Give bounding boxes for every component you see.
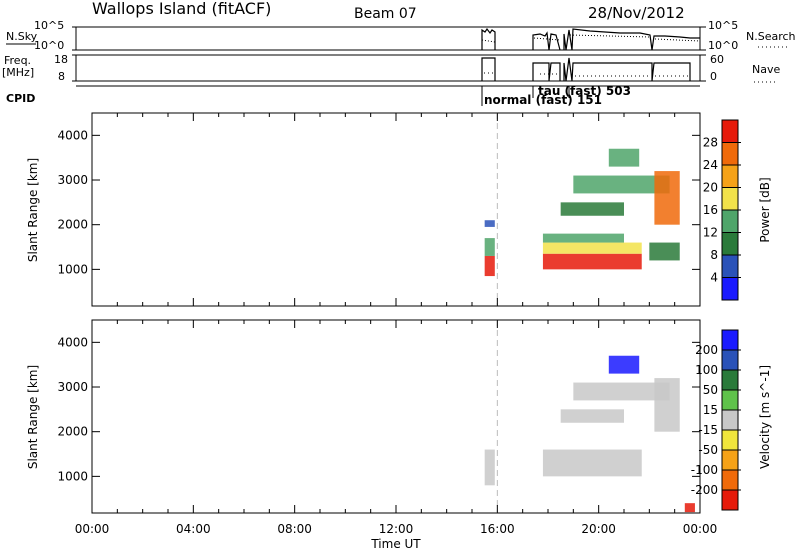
scatter-region-6 <box>561 202 624 215</box>
power-colorbar-tick-label: 28 <box>703 136 718 150</box>
date-label: 28/Nov/2012 <box>588 4 685 22</box>
power-colorbar-swatch <box>722 165 738 188</box>
y-tick-label: 2000 <box>57 425 88 439</box>
velocity-y-axis-label: Slant Range [km] <box>26 365 40 469</box>
freq-unit-label: [MHz] <box>2 66 34 79</box>
power-colorbar-tick-label: 20 <box>703 181 718 195</box>
scatter-region-2 <box>485 220 495 227</box>
velocity-colorbar-label: Velocity [m s^-1] <box>758 365 772 469</box>
y-tick-label: 1000 <box>57 262 88 276</box>
scatter-region-6 <box>685 503 695 512</box>
x-tick-label: 20:00 <box>581 522 616 536</box>
power-colorbar-swatch <box>722 255 738 278</box>
freq-panel: Freq. [MHz] 18 8 60 0 Nave <box>2 53 780 83</box>
nsky-tick-bottom: 10^0 <box>34 39 64 52</box>
freq-trace <box>482 58 690 81</box>
cpid-panel: CPID normal (fast) 151 tau (fast) 503 <box>6 84 700 107</box>
nsearch-tick-top: 10^5 <box>708 19 738 32</box>
velocity-colorbar-swatch <box>722 410 738 430</box>
velocity-colorbar-tick-label: 15 <box>703 403 718 417</box>
x-tick-label: 00:00 <box>683 522 718 536</box>
cpid-label: CPID <box>6 92 35 105</box>
velocity-colorbar-tick-label: 50 <box>703 383 718 397</box>
scatter-region-0 <box>485 450 495 486</box>
power-colorbar-swatch <box>722 233 738 256</box>
power-colorbar-swatch <box>722 210 738 233</box>
x-tick-label: 04:00 <box>176 522 211 536</box>
x-tick-label: 00:00 <box>75 522 110 536</box>
velocity-colorbar-swatch <box>722 490 738 510</box>
x-tick-label: 08:00 <box>277 522 312 536</box>
cpid-tau-fast: tau (fast) 503 <box>538 84 631 98</box>
power-colorbar-tick-label: 8 <box>710 248 718 262</box>
scatter-region-0 <box>485 256 495 276</box>
y-tick-label: 3000 <box>57 380 88 394</box>
scatter-region-2 <box>561 409 624 422</box>
velocity-colorbar: 200 100 50 15 -15 -50 -100 -200 Velocity [m s^-… <box>691 330 772 510</box>
station-title: Wallops Island (fitACF) <box>92 0 271 18</box>
velocity-colorbar-tick-label: 200 <box>695 343 718 357</box>
velocity-x-axis: 00:00 04:00 08:00 12:00 16:00 20:00 00:00 <box>75 320 718 536</box>
velocity-colorbar-tick-label: -50 <box>698 443 718 457</box>
scatter-region-4 <box>543 243 642 254</box>
velocity-colorbar-swatch <box>722 450 738 470</box>
scatter-region-8 <box>609 149 639 167</box>
power-colorbar-swatch <box>722 120 738 143</box>
beam-label: Beam 07 <box>354 6 417 22</box>
nsky-label: N.Sky <box>6 30 38 43</box>
freq-tick-top: 18 <box>54 53 68 66</box>
freq-tick-bottom: 8 <box>58 70 65 83</box>
scatter-region-1 <box>543 450 642 477</box>
velocity-colorbar-swatch <box>722 370 738 390</box>
power-colorbar-swatch <box>722 278 738 301</box>
nave-tick-bottom: 0 <box>710 70 717 83</box>
velocity-colorbar-tick-label: -100 <box>691 463 718 477</box>
velocity-colorbar-tick-label: -15 <box>698 423 718 437</box>
y-tick-label: 4000 <box>57 128 88 142</box>
scatter-region-9 <box>654 171 679 225</box>
scatter-region-5 <box>609 356 639 374</box>
scatter-region-1 <box>485 238 495 256</box>
time-axis-label: Time UT <box>370 537 421 551</box>
velocity-colorbar-swatch <box>722 390 738 410</box>
power-colorbar-tick-label: 4 <box>710 271 718 285</box>
power-colorbar-swatch <box>722 188 738 211</box>
power-colorbar-tick-label: 24 <box>703 158 718 172</box>
power-y-axis-label: Slant Range [km] <box>26 158 40 262</box>
nsearch-label: N.Search <box>746 30 796 43</box>
nsky-panel: N.Sky 10^5 10^0 10^5 10^0 N.Search <box>6 19 796 52</box>
nave-trace <box>484 73 690 76</box>
nave-label: Nave <box>752 63 780 76</box>
y-tick-label: 2000 <box>57 218 88 232</box>
scatter-region-4 <box>654 378 679 432</box>
power-colorbar: 4 8 12 16 20 24 28 Power [dB] <box>703 120 772 300</box>
power-colorbar-tick-label: 16 <box>703 203 718 217</box>
y-tick-label: 4000 <box>57 335 88 349</box>
nsearch-tick-bottom: 10^0 <box>708 39 738 52</box>
x-tick-label: 16:00 <box>480 522 515 536</box>
y-tick-label: 1000 <box>57 469 88 483</box>
x-tick-label: 12:00 <box>379 522 414 536</box>
velocity-colorbar-tick-label: 100 <box>695 363 718 377</box>
y-tick-label: 3000 <box>57 173 88 187</box>
scatter-region-10 <box>649 243 679 261</box>
power-colorbar-label: Power [dB] <box>758 177 772 242</box>
power-data-cells <box>485 113 680 306</box>
velocity-colorbar-tick-label: -200 <box>691 483 718 497</box>
velocity-colorbar-swatch <box>722 350 738 370</box>
power-panel: 1000 2000 3000 4000 Slant Range [km] <box>26 113 700 306</box>
nsky-tick-top: 10^5 <box>34 19 64 32</box>
scatter-region-5 <box>543 234 624 243</box>
velocity-colorbar-swatch <box>722 330 738 350</box>
nave-tick-top: 60 <box>710 53 724 66</box>
velocity-colorbar-swatch <box>722 430 738 450</box>
power-colorbar-swatch <box>722 143 738 166</box>
scatter-region-3 <box>543 254 642 270</box>
velocity-data-cells <box>485 320 695 513</box>
velocity-colorbar-swatch <box>722 470 738 490</box>
velocity-panel: 1000 2000 3000 4000 00:00 04:00 08:00 12:00 16:… <box>26 320 717 551</box>
power-colorbar-tick-label: 12 <box>703 226 718 240</box>
